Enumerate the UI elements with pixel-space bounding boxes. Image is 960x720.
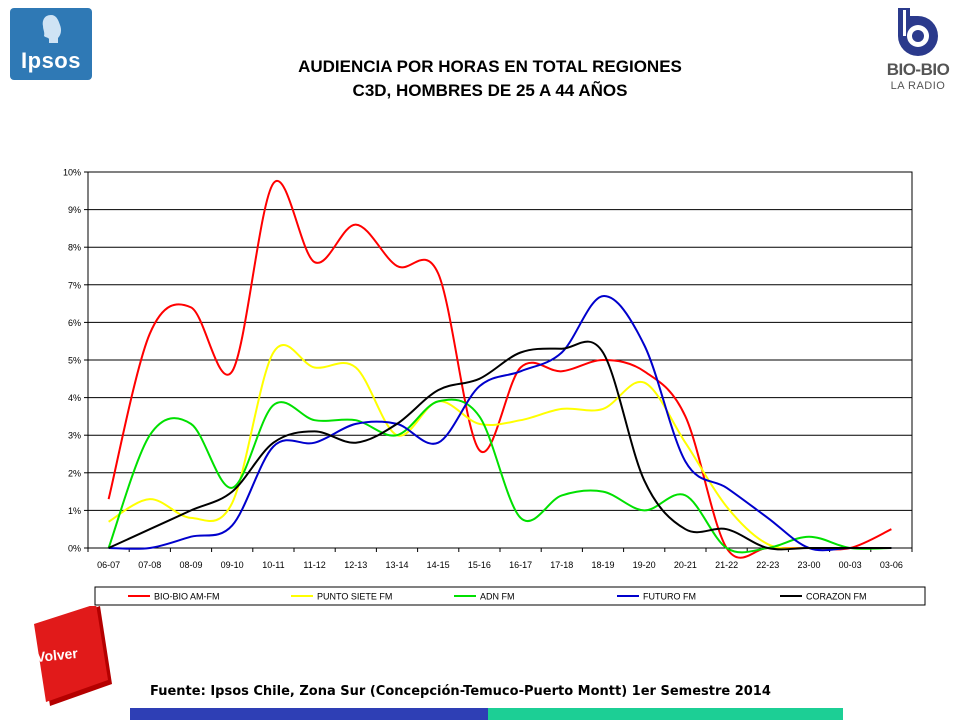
x-tick-label: 15-16 [468,560,491,570]
x-axis-ticks: 06-07 07-08 08-09 09-10 10-11 11-12 12-13 13-14… [87,548,913,570]
series-lines [107,179,892,559]
y-tick-label: 0% [68,544,81,554]
biobio-emblem-icon [898,8,938,56]
y-tick-label: 3% [68,431,81,441]
legend: BIO-BIO AM-FM PUNTO SIETE FM ADN FM FUTURO … [128,592,867,602]
x-tick-label: 13-14 [385,560,408,570]
x-tick-label: 11-12 [303,560,325,570]
x-tick-label: 14-15 [427,560,450,570]
biobio-logo-name: BIO-BIO [886,60,950,79]
biobio-logo: BIO-BIO LA RADIO [880,6,956,102]
volver-button-shape [34,606,112,706]
y-tick-label: 10% [63,168,81,178]
y-tick-label: 9% [68,205,81,215]
y-tick-label: 7% [68,280,81,290]
x-tick-label: 00-03 [839,560,862,570]
chart-title-line-1: AUDIENCIA POR HORAS EN TOTAL REGIONES [298,57,682,76]
y-tick-label: 5% [68,356,81,366]
legend-label: ADN FM [480,592,515,602]
footer-bar-blue [130,708,488,720]
x-tick-label: 20-21 [674,560,697,570]
series-line [108,340,892,551]
legend-box [94,586,926,606]
ipsos-logo-text: Ipsos [21,48,81,73]
x-tick-label: 21-22 [715,560,738,570]
legend-label: CORAZON FM [806,592,867,602]
x-tick-label: 18-19 [591,560,614,570]
ipsos-logo: Ipsos [10,8,92,80]
legend-label: PUNTO SIETE FM [317,592,392,602]
line-chart: 0%1%2%3%4%5%6%7%8%9%10% 06-07 07-08 08-09 0… [63,168,926,606]
chart-title-line-2: C3D, HOMBRES DE 25 A 44 AÑOS [352,81,628,100]
x-tick-label: 07-08 [138,560,161,570]
source-note: Fuente: Ipsos Chile, Zona Sur (Concepció… [150,684,771,699]
series-line [107,398,892,554]
series-line [107,179,892,559]
x-tick-label: 08-09 [179,560,202,570]
x-tick-label: 19-20 [633,560,656,570]
x-tick-label: 03-06 [880,560,903,570]
x-tick-label: 17-18 [550,560,573,570]
y-tick-label: 1% [68,506,81,516]
y-tick-label: 6% [68,318,81,328]
y-tick-label: 4% [68,393,81,403]
x-tick-label: 12-13 [344,560,367,570]
biobio-logo-subtitle: LA RADIO [890,80,946,92]
ipsos-face-icon [42,15,62,43]
y-axis-ticks: 0% 1% 2% 3% 4% 5% 6% 7% 8% 9% 10% [63,168,88,554]
legend-label: BIO-BIO AM-FM [154,592,220,602]
x-tick-label: 06-07 [97,560,120,570]
y-tick-label: 2% [68,468,81,478]
legend-label: FUTURO FM [643,592,696,602]
x-tick-label: 16-17 [509,560,532,570]
gridlines [88,171,912,549]
x-tick-label: 22-23 [756,560,779,570]
x-tick-label: 10-11 [262,560,284,570]
x-tick-label: 09-10 [221,560,244,570]
y-tick-label: 8% [68,243,81,253]
x-tick-label: 23-00 [797,560,820,570]
footer-bar-teal [488,708,843,720]
series-line [108,295,892,552]
volver-button[interactable]: Volver [30,606,114,706]
